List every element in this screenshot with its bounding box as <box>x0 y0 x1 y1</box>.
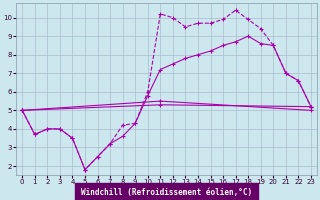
X-axis label: Windchill (Refroidissement éolien,°C): Windchill (Refroidissement éolien,°C) <box>81 188 252 197</box>
